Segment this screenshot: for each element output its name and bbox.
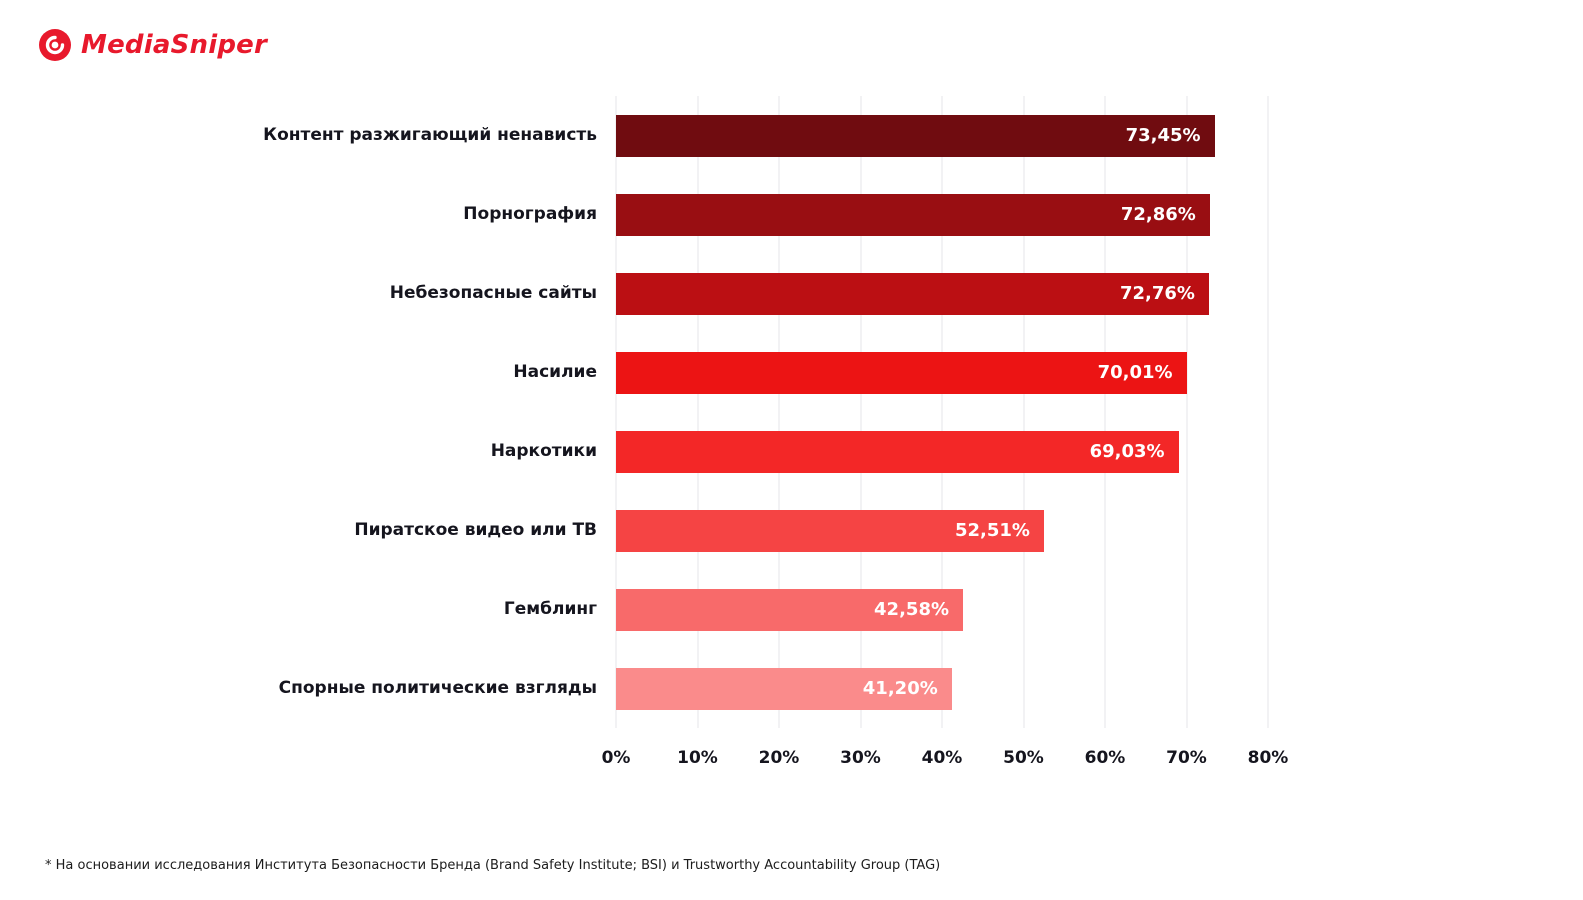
bar: 52,51% <box>616 509 1044 552</box>
chart-row: Насилие 70,01% <box>20 333 1350 412</box>
bar-track: 70,01% <box>616 351 1268 394</box>
bar-value-label: 70,01% <box>1097 362 1173 383</box>
bar-track: 42,58% <box>616 588 1268 631</box>
bar-track: 52,51% <box>616 509 1268 552</box>
bar-value-label: 42,58% <box>874 599 950 620</box>
gridline <box>778 96 780 728</box>
bar-track: 69,03% <box>616 430 1268 473</box>
category-label: Контент разжигающий ненависть <box>263 124 597 145</box>
x-tick-label: 30% <box>840 748 881 768</box>
x-tick-label: 10% <box>677 748 718 768</box>
x-axis: 0% 10% 20% 30% 40% 50% 60% 70% 80% <box>602 734 1289 778</box>
chart-row: Контент разжигающий ненависть 73,45% <box>20 96 1350 175</box>
x-tick-label: 40% <box>921 748 963 768</box>
chart-row: Порнография 72,86% <box>20 175 1350 254</box>
gridlines <box>615 96 1269 728</box>
bar: 72,76% <box>616 272 1209 315</box>
bar-track: 72,86% <box>616 193 1268 236</box>
chart-row: Наркотики 69,03% <box>20 412 1350 491</box>
bar: 73,45% <box>616 114 1215 157</box>
mediasniper-logo-icon <box>38 28 72 62</box>
chart-rows: Контент разжигающий ненависть 73,45% Порно… <box>20 96 1350 728</box>
bar: 70,01% <box>616 351 1187 394</box>
bar-value-label: 69,03% <box>1089 441 1165 462</box>
x-tick-label: 70% <box>1166 748 1207 768</box>
chart-row: Небезопасные сайты 72,76% <box>20 254 1350 333</box>
bar-value-label: 73,45% <box>1125 125 1201 146</box>
gridline <box>697 96 698 728</box>
category-label: Наркотики <box>490 440 597 461</box>
chart-row: Спорные политические взгляды 41,20% <box>20 649 1350 728</box>
bar: 69,03% <box>616 430 1179 473</box>
bar: 41,20% <box>616 667 952 710</box>
category-label: Гемблинг <box>503 598 597 619</box>
category-label: Пиратское видео или ТВ <box>354 519 597 540</box>
gridline <box>1023 96 1024 728</box>
bar-value-label: 41,20% <box>862 678 938 699</box>
gridline <box>1104 96 1106 728</box>
category-label: Небезопасные сайты <box>389 282 597 303</box>
x-tick-label: 50% <box>1003 748 1044 768</box>
bar-value-label: 72,76% <box>1120 283 1195 304</box>
bar: 42,58% <box>616 588 964 631</box>
category-label: Спорные политические взгляды <box>278 677 597 698</box>
gridline <box>1267 96 1269 728</box>
gridline <box>1186 96 1187 728</box>
plot-area: Контент разжигающий ненависть 73,45% Порно… <box>20 96 1350 728</box>
x-tick-label: 0% <box>601 748 631 768</box>
bar-value-label: 72,86% <box>1120 204 1196 225</box>
gridline <box>615 96 617 728</box>
logo-text: MediaSniper <box>81 30 267 60</box>
category-label: Порнография <box>463 203 597 224</box>
x-tick-label: 60% <box>1084 748 1126 768</box>
chart-row: Пиратское видео или ТВ 52,51% <box>20 491 1350 570</box>
gridline <box>860 96 861 728</box>
bar-track: 72,76% <box>616 272 1268 315</box>
footnote: * На основании исследования Института Бе… <box>45 858 941 873</box>
category-label: Насилие <box>513 361 597 382</box>
chart-row: Гемблинг 42,58% <box>20 570 1350 649</box>
x-tick-label: 20% <box>758 748 800 768</box>
bar-track: 41,20% <box>616 667 1268 710</box>
x-tick-label: 80% <box>1247 748 1289 768</box>
bar: 72,86% <box>616 193 1210 236</box>
bar-chart: Контент разжигающий ненависть 73,45% Порно… <box>20 96 1350 778</box>
gridline <box>941 96 943 728</box>
bar-track: 73,45% <box>616 114 1268 157</box>
bar-value-label: 52,51% <box>954 520 1030 541</box>
mediasniper-logo: MediaSniper <box>38 28 267 62</box>
